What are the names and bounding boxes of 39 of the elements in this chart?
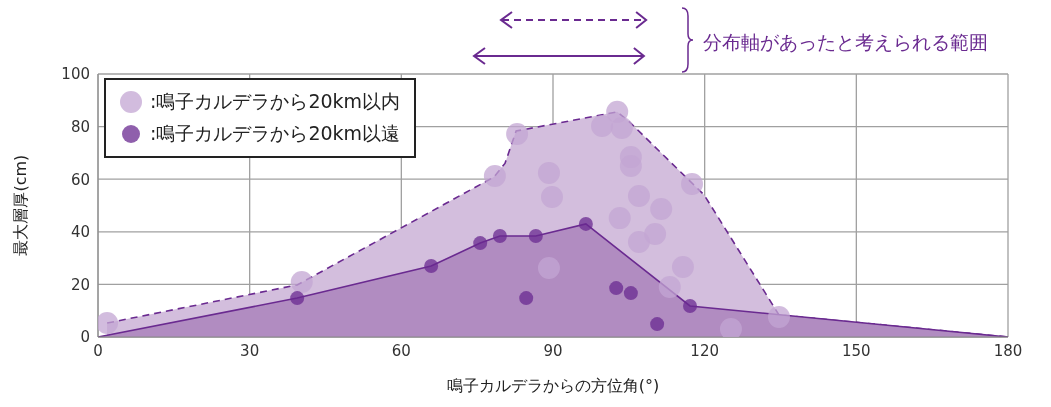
point [98, 312, 119, 335]
legend-label: :鳴子カルデラから20km以内 [150, 89, 401, 114]
x-tick-label: 30 [240, 341, 260, 360]
y-tick-label: 60 [70, 170, 90, 189]
x-tick-label: 0 [93, 341, 103, 360]
point [591, 115, 614, 138]
y-tick-label: 80 [70, 117, 90, 136]
point [623, 286, 638, 301]
point [609, 281, 624, 296]
point [528, 229, 543, 244]
point [658, 276, 681, 299]
point [519, 291, 534, 306]
point [681, 172, 704, 195]
point [627, 231, 650, 254]
point [767, 306, 790, 329]
point [492, 229, 507, 244]
x-tick-label: 180 [993, 341, 1023, 360]
point [683, 298, 698, 313]
x-tick-label: 120 [690, 341, 719, 360]
x-axis-title: 鳴子カルデラからの方位角(°) [446, 376, 660, 395]
point [424, 258, 439, 273]
point [483, 165, 506, 188]
x-tick-label: 60 [391, 341, 411, 360]
x-tick-label: 90 [543, 341, 563, 360]
point [290, 291, 305, 306]
point [290, 271, 313, 294]
y-tick-label: 20 [70, 275, 90, 294]
y-tick-label: 0 [80, 328, 90, 347]
point [506, 122, 529, 145]
y-axis-title: 最大層厚(cm) [10, 154, 30, 256]
point [650, 317, 665, 332]
point [473, 236, 488, 251]
point [610, 116, 633, 139]
text: 分布軸があったと考えられる範囲 [703, 30, 988, 55]
point [578, 216, 593, 231]
y-tick-label: 100 [61, 65, 90, 84]
legend-label: :鳴子カルデラから20km以遠 [150, 121, 401, 146]
x-tick-label: 150 [842, 341, 871, 360]
y-tick-label: 40 [70, 223, 90, 242]
